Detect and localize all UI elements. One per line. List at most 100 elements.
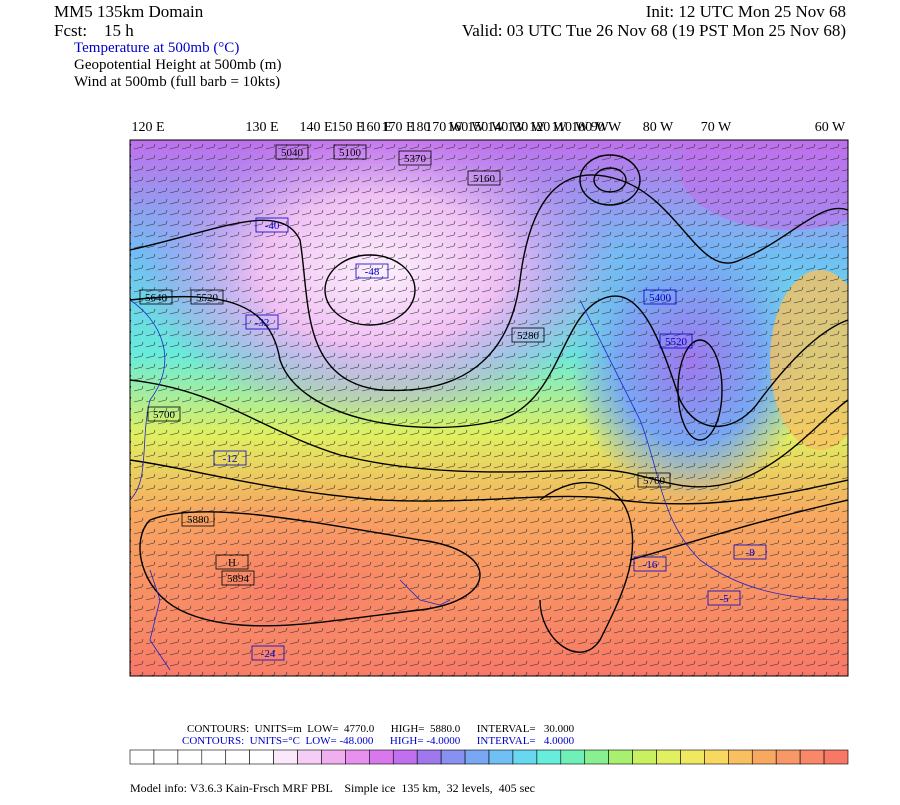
colorbar-swatch <box>225 749 250 765</box>
colorbar-swatch <box>273 749 298 765</box>
height-contours <box>130 154 848 653</box>
colorbar-swatch <box>751 749 777 765</box>
longitude-label: 80 W <box>643 120 674 135</box>
colorbar-swatch <box>799 749 825 765</box>
contour-label: 5040 <box>281 147 304 159</box>
colorbar-swatch <box>416 749 442 765</box>
contour-label-box <box>643 289 677 305</box>
contour-label-box <box>251 645 285 661</box>
colorbar-swatch <box>464 749 490 765</box>
contour-label-box <box>255 217 289 233</box>
colorbar-swatch <box>656 749 681 765</box>
colorbar-swatch <box>823 749 849 765</box>
title: MM5 135km Domain <box>54 2 204 21</box>
longitude-label: 140 E <box>299 120 332 135</box>
field-temperature: Temperature at 500mb (°C) <box>74 40 239 56</box>
colorbar-swatch <box>297 749 322 765</box>
colorbar-swatch <box>345 749 370 765</box>
colorbar-swatch <box>728 749 753 765</box>
contour-label-box <box>467 170 501 186</box>
contour-labels: 5040 5100 5370 5160 5640 5520 5700 5880 H 5894 540… <box>139 144 767 661</box>
valid-time: Valid: 03 UTC Tue 26 Nov 68 (19 PST Mon … <box>462 21 846 40</box>
contour-label: -40 <box>265 220 280 232</box>
longitude-label: 160 W <box>447 120 485 135</box>
contour-label: 5100 <box>339 147 362 159</box>
colorbar-swatch <box>249 749 274 765</box>
contour-label: -8 <box>745 547 755 559</box>
longitude-label: 60 W <box>815 120 846 135</box>
contour-label-box <box>637 472 671 488</box>
contour-label-box <box>221 570 255 586</box>
field-wind: Wind at 500mb (full barb = 10kts) <box>74 74 280 90</box>
longitude-label: 120 W <box>529 120 567 135</box>
contour-label: -32 <box>255 317 270 329</box>
contour-label: 5400 <box>649 292 672 304</box>
contour-label-box <box>245 314 279 330</box>
init-time: Init: 12 UTC Mon 25 Nov 68 <box>646 2 846 21</box>
height-contour-info: CONTOURS: UNITS=m LOW= 4770.0 HIGH= 5880… <box>187 723 575 735</box>
wind-barbs <box>130 140 848 676</box>
longitude-label: 180 <box>410 120 431 135</box>
contour-label-box <box>398 150 432 166</box>
contour-label: -16 <box>643 559 658 571</box>
longitude-label: 170 W <box>425 120 463 135</box>
contour-label-box <box>147 406 181 422</box>
contour-label-box <box>355 263 389 279</box>
longitude-label: 90 W <box>591 120 622 135</box>
contour-label: 5700 <box>153 409 176 421</box>
colorbar-swatch <box>440 749 466 765</box>
contour-label: -24 <box>261 648 276 660</box>
temperature-contour-info: CONTOURS: UNITS=°C LOW= -48.000 HIGH= -4… <box>182 735 575 747</box>
colorbar-swatch <box>704 749 729 765</box>
colorbar-swatch <box>392 749 418 765</box>
contour-label-box <box>707 590 741 606</box>
longitude-label: 150 W <box>467 120 505 135</box>
contour-label: 5894 <box>227 573 250 585</box>
colorbar-swatch <box>321 749 346 765</box>
colorbar-swatch <box>488 749 514 765</box>
contour-label: 5280 <box>517 330 540 342</box>
colorbar-swatch <box>680 749 705 765</box>
longitude-label: 150 E <box>331 120 364 135</box>
contour-label: 5640 <box>145 292 168 304</box>
map-frame <box>129 139 849 677</box>
contour-label: 5520 <box>665 336 688 348</box>
map-area <box>130 140 848 676</box>
contour-label-box <box>659 333 693 349</box>
contour-label-box <box>215 554 249 570</box>
contour-label: 5880 <box>187 514 210 526</box>
contour-label-box <box>190 289 224 305</box>
colorbar-swatch <box>129 749 155 765</box>
colorbar-swatch <box>608 749 633 765</box>
longitude-label: 130 E <box>245 120 278 135</box>
longitude-label: 70 W <box>701 120 732 135</box>
longitude-label: 160 E <box>359 120 392 135</box>
colorbar-swatch <box>775 749 801 765</box>
longitude-label: 110 W <box>552 120 590 135</box>
longitude-label: 120 E <box>131 120 164 135</box>
colorbar-swatch <box>153 749 179 765</box>
contour-label-box <box>275 144 309 160</box>
model-info: Model info: V3.6.3 Kain-Frsch MRF PBL Si… <box>130 781 535 795</box>
contour-label: 5760 <box>643 475 666 487</box>
colorbar-swatch <box>584 749 609 765</box>
contour-label: -48 <box>365 266 380 278</box>
colorbar <box>129 749 849 765</box>
colorbar-swatch <box>560 749 586 765</box>
coastlines <box>130 299 848 671</box>
longitude-label: 170 E <box>381 120 414 135</box>
contour-label-box <box>139 289 173 305</box>
colorbar-swatch <box>201 749 227 765</box>
contour-label-box <box>213 450 247 466</box>
contour-label: -12 <box>223 453 238 465</box>
colorbar-swatch <box>512 749 538 765</box>
longitude-label: 140 W <box>487 120 525 135</box>
contour-label-box <box>333 144 367 160</box>
contour-label-box <box>511 327 545 343</box>
forecast: Fcst: 15 h <box>54 21 134 40</box>
colorbar-swatch <box>369 749 394 765</box>
contour-label-box <box>633 556 667 572</box>
contour-label: -5 <box>719 593 729 605</box>
